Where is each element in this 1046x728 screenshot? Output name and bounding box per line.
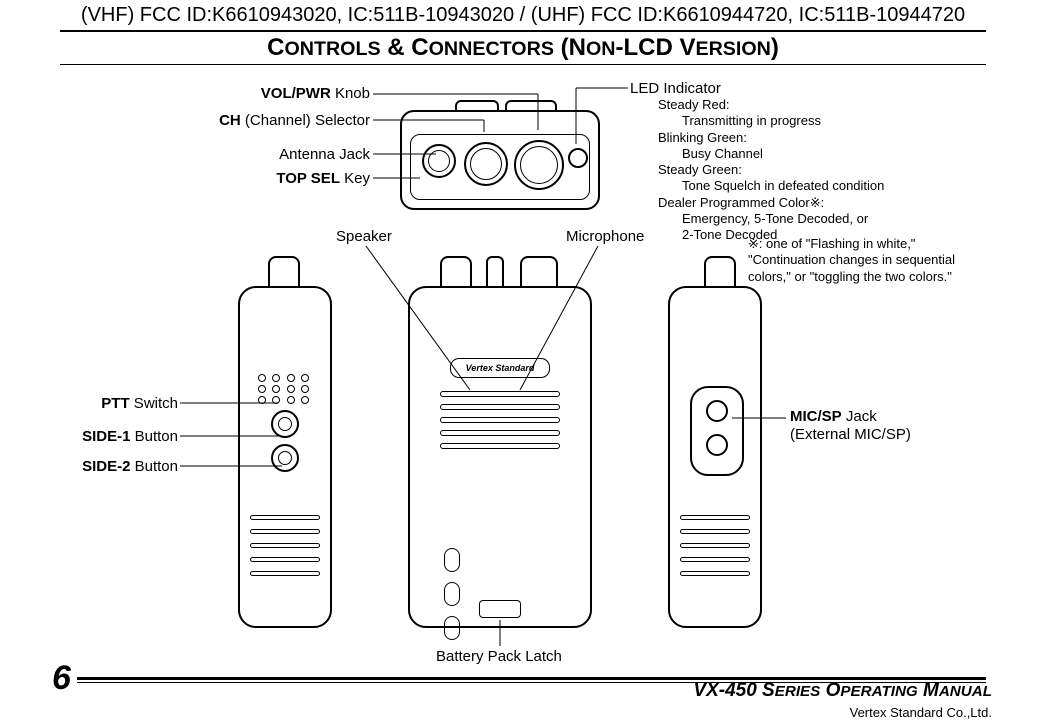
company-name: Vertex Standard Co.,Ltd. — [850, 705, 992, 720]
rule-top — [60, 30, 986, 32]
led-key: Steady Red: — [630, 97, 930, 113]
ch-knob-icon — [464, 142, 508, 186]
rule-top2 — [60, 64, 986, 65]
note-text: one of "Flashing in white," "Continuatio… — [748, 236, 955, 284]
label-battery-latch: Battery Pack Latch — [436, 648, 562, 665]
side2-btn-icon — [271, 444, 299, 472]
led-value: Transmitting in progress — [630, 113, 930, 129]
antenna-jack-icon — [422, 144, 456, 178]
label-micsp: MIC/SP Jack — [790, 408, 877, 425]
diagram-front-view: Vertex Standard — [400, 256, 600, 636]
label-micsp-sub: (External MIC/SP) — [790, 426, 911, 443]
section-title: CONTROLS & CONNECTORS (NON-LCD VERSION) — [60, 34, 986, 62]
label-vol-pwr: VOL/PWR Knob — [240, 85, 370, 102]
led-value: Emergency, 5-Tone Decoded, or — [630, 211, 930, 227]
led-title: LED Indicator — [630, 80, 930, 97]
manual-title: VX-450 SERIES OPERATING MANUAL — [693, 680, 992, 702]
vol-knob-icon — [514, 140, 564, 190]
label-top-sel: TOP SEL Key — [270, 170, 370, 187]
brand-plate: Vertex Standard — [450, 358, 550, 378]
label-side2: SIDE-2 Button — [74, 458, 178, 475]
led-key: Blinking Green: — [630, 130, 930, 146]
diagram-left-view — [230, 256, 340, 636]
note-mark: ※: — [748, 236, 766, 252]
battery-latch-icon — [479, 600, 521, 618]
led-value: Tone Squelch in defeated condition — [630, 178, 930, 194]
page-number: 6 — [46, 659, 77, 698]
diagram-top-view — [400, 100, 600, 210]
label-speaker: Speaker — [336, 228, 392, 245]
led-dot-icon — [568, 148, 588, 168]
fcc-header: (VHF) FCC ID:K6610943020, IC:511B-109430… — [0, 4, 1046, 27]
led-value: Busy Channel — [630, 146, 930, 162]
led-rows: Steady Red:Transmitting in progressBlink… — [630, 97, 930, 243]
mic-sp-jack-icon — [690, 386, 744, 476]
led-key: Dealer Programmed Color※: — [630, 195, 930, 211]
label-side1: SIDE-1 Button — [74, 428, 178, 445]
label-ch-selector: CH (Channel) Selector — [210, 112, 370, 129]
diagram-right-view — [660, 256, 770, 636]
label-antenna-jack: Antenna Jack — [274, 146, 370, 163]
led-indicator-block: LED Indicator Steady Red:Transmitting in… — [630, 80, 930, 243]
side1-btn-icon — [271, 410, 299, 438]
led-key: Steady Green: — [630, 162, 930, 178]
note-block: ※:one of "Flashing in white," "Continuat… — [748, 236, 958, 285]
label-ptt: PTT Switch — [98, 395, 178, 412]
